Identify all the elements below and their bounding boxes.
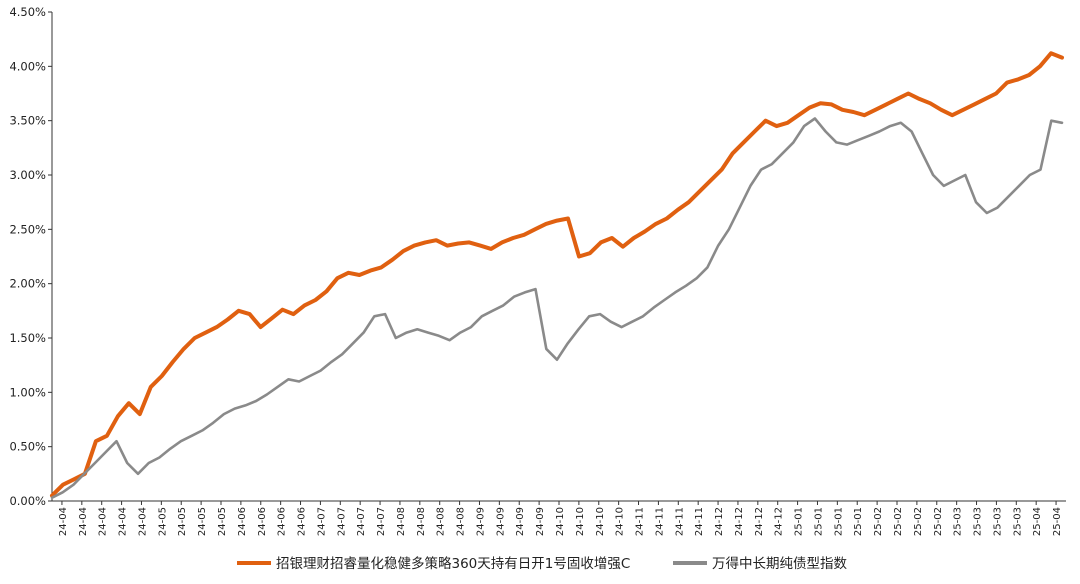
x-tick-label: 24-12: [714, 507, 725, 536]
x-tick-label: 24-10: [555, 507, 566, 536]
legend-label-series-1: 招银理财招睿量化稳健多策略360天持有日开1号固收增强C: [276, 555, 630, 572]
x-tick-label: 24-05: [197, 507, 208, 536]
y-tick-label: 4.50%: [9, 5, 46, 19]
legend-label-series-2: 万得中长期纯债型指数: [712, 555, 847, 572]
x-tick-label: 24-07: [356, 507, 367, 536]
x-tick-label: 24-08: [436, 507, 447, 536]
y-tick-label: 3.50%: [9, 114, 46, 128]
x-tick-label: 24-06: [237, 507, 248, 536]
y-tick-label: 3.00%: [9, 168, 46, 182]
x-tick-label: 25-01: [813, 507, 824, 536]
x-tick-label: 24-09: [495, 507, 506, 536]
x-tick-label: 24-07: [376, 507, 387, 536]
x-tick-label: 24-08: [416, 507, 427, 536]
x-tick-label: 24-06: [297, 507, 308, 536]
y-tick-label: 1.50%: [9, 331, 46, 345]
x-tick-label: 25-03: [973, 507, 984, 536]
x-tick-label: 24-07: [336, 507, 347, 536]
x-tick-label: 25-04: [1032, 507, 1043, 536]
x-tick-label: 25-02: [933, 507, 944, 536]
x-tick-label: 25-01: [853, 507, 864, 536]
x-tick-label: 24-11: [694, 507, 705, 536]
x-tick-label: 24-12: [754, 507, 765, 536]
x-tick-label: 24-04: [137, 507, 148, 536]
x-tick-label: 25-03: [953, 507, 964, 536]
x-tick-label: 24-12: [774, 507, 785, 536]
series-line-2: [50, 117, 1064, 500]
x-tick-label: 24-11: [674, 507, 685, 536]
x-tick-label: 24-09: [475, 507, 486, 536]
x-tick-label: 25-03: [992, 507, 1003, 536]
x-tick-label: 24-10: [575, 507, 586, 536]
x-tick-label: 24-06: [257, 507, 268, 536]
x-tick-label: 24-10: [615, 507, 626, 536]
x-tick-label: 24-04: [98, 507, 109, 536]
y-tick-label: 0.50%: [9, 440, 46, 454]
x-tick-label: 24-09: [515, 507, 526, 536]
x-tick-label: 25-02: [893, 507, 904, 536]
series-line-1: [50, 51, 1064, 498]
x-tick-label: 25-02: [873, 507, 884, 536]
x-tick-label: 24-08: [396, 507, 407, 536]
x-tick-label: 24-04: [118, 507, 129, 536]
legend: 招银理财招睿量化稳健多策略360天持有日开1号固收增强C 万得中长期纯债型指数: [237, 555, 847, 572]
x-tick-label: 24-04: [78, 507, 89, 536]
x-tick-label: 24-06: [277, 507, 288, 536]
x-tick-label: 24-08: [456, 507, 467, 536]
y-axis-ticks: 0.00% 0.50% 1.00% 1.50% 2.00% 2.50% 3.00% 3.50%…: [9, 5, 52, 508]
y-tick-label: 4.00%: [9, 59, 46, 73]
x-tick-label: 24-05: [157, 507, 168, 536]
x-tick-label: 24-12: [734, 507, 745, 536]
y-tick-label: 0.00%: [9, 494, 46, 508]
x-tick-label: 24-04: [58, 507, 69, 536]
series-lines: [50, 51, 1064, 500]
x-tick-label: 24-07: [316, 507, 327, 536]
x-tick-label: 25-01: [794, 507, 805, 536]
x-tick-label: 24-09: [535, 507, 546, 536]
x-axis-ticks: 24-04 24-04 24-04 24-04 24-04 24-05 24-05 24-05…: [58, 501, 1063, 536]
y-tick-label: 1.00%: [9, 385, 46, 399]
x-tick-label: 25-02: [913, 507, 924, 536]
y-tick-label: 2.50%: [9, 222, 46, 236]
x-tick-label: 24-05: [217, 507, 228, 536]
x-tick-label: 25-01: [833, 507, 844, 536]
x-tick-label: 24-11: [635, 507, 646, 536]
x-tick-label: 24-11: [654, 507, 665, 536]
x-tick-label: 24-10: [595, 507, 606, 536]
x-tick-label: 25-03: [1012, 507, 1023, 536]
y-tick-label: 2.00%: [9, 277, 46, 291]
x-tick-label: 25-04: [1052, 507, 1063, 536]
x-tick-label: 24-05: [177, 507, 188, 536]
